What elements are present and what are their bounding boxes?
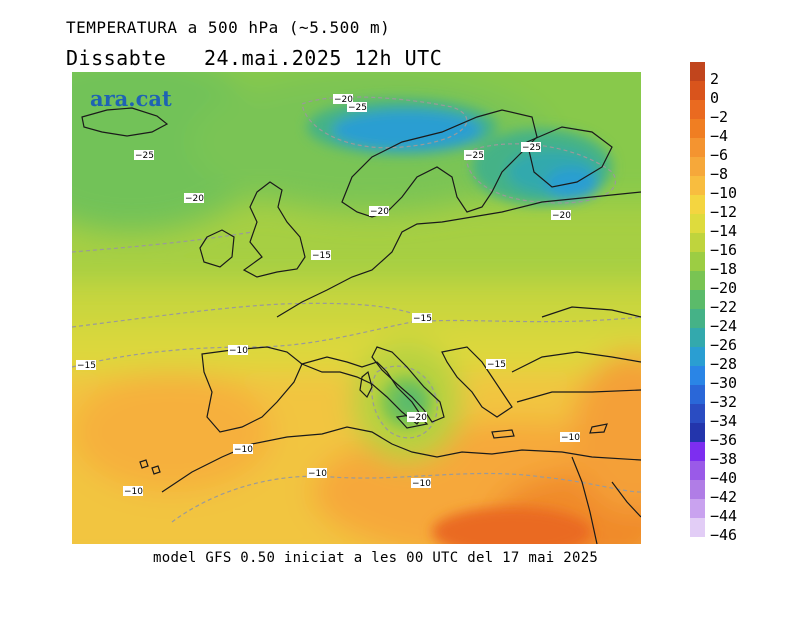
contour-label: −10 xyxy=(229,346,248,356)
contour-label-bg xyxy=(333,94,353,104)
legend-swatch xyxy=(690,518,705,537)
legend-label: −34 xyxy=(710,412,738,430)
legend-label: −36 xyxy=(710,431,738,449)
contour-label: −20 xyxy=(334,95,353,105)
contour-label-bg xyxy=(311,250,331,260)
legend-swatch xyxy=(690,157,705,176)
legend-label: 2 xyxy=(710,70,720,88)
legend-label: −40 xyxy=(710,469,738,487)
temperature-field: −20−25−25−20−25−25−20−20−15−15−10−15−15−… xyxy=(72,72,641,544)
contour-label-bg xyxy=(307,468,327,478)
contour-label-bg xyxy=(76,360,96,370)
contour-label-bg xyxy=(184,193,204,203)
legend-swatch xyxy=(690,100,705,119)
contour-label: −10 xyxy=(234,445,253,455)
legend-swatch xyxy=(690,214,705,233)
contour-label-bg xyxy=(486,359,506,369)
legend-swatch xyxy=(690,499,705,518)
legend-label: −38 xyxy=(710,450,738,468)
legend-label: −44 xyxy=(710,507,738,525)
contour-label-bg xyxy=(233,444,253,454)
contour-labels: −20−25−25−20−25−25−20−20−15−15−10−15−15−… xyxy=(76,94,580,497)
map-canvas: −20−25−25−20−25−25−20−20−15−15−10−15−15−… xyxy=(72,72,641,544)
isotherm-lines xyxy=(72,96,641,523)
map-title: TEMPERATURA a 500 hPa (~5.500 m) xyxy=(66,18,391,37)
legend-swatch xyxy=(690,480,705,499)
contour-label-bg xyxy=(347,102,367,112)
legend-swatch xyxy=(690,138,705,157)
legend-label: −30 xyxy=(710,374,738,392)
contour-label: −10 xyxy=(308,469,327,479)
legend-swatch xyxy=(690,252,705,271)
contour-label: −10 xyxy=(561,433,580,443)
legend-label: −42 xyxy=(710,488,738,506)
legend-label: 0 xyxy=(710,89,720,107)
contour-label: −20 xyxy=(370,207,389,217)
legend-label: −32 xyxy=(710,393,738,411)
contour-label: −15 xyxy=(413,314,432,324)
contour-label-bg xyxy=(134,150,154,160)
legend-label: −4 xyxy=(710,127,729,145)
legend-label: −10 xyxy=(710,184,738,202)
legend-label: −22 xyxy=(710,298,738,316)
legend-label: −16 xyxy=(710,241,738,259)
legend-swatch xyxy=(690,195,705,214)
contour-label-bg xyxy=(551,210,571,220)
contour-label-bg xyxy=(412,313,432,323)
contour-label-bg xyxy=(521,142,541,152)
contour-label: −10 xyxy=(124,487,143,497)
legend-swatch xyxy=(690,366,705,385)
legend-swatch xyxy=(690,461,705,480)
legend-label: −6 xyxy=(710,146,729,164)
contour-label: −15 xyxy=(77,361,96,371)
contour-label: −25 xyxy=(522,143,541,153)
legend-swatch xyxy=(690,176,705,195)
legend-swatch xyxy=(690,385,705,404)
legend-swatch xyxy=(690,119,705,138)
contour-label-bg xyxy=(411,478,431,488)
contour-label-bg xyxy=(228,345,248,355)
contour-label: −15 xyxy=(487,360,506,370)
legend-swatch xyxy=(690,62,705,81)
legend-swatch xyxy=(690,290,705,309)
contour-label-bg xyxy=(464,150,484,160)
legend-label: −14 xyxy=(710,222,738,240)
legend-label: −26 xyxy=(710,336,738,354)
model-run-note: model GFS 0.50 iniciat a les 00 UTC del … xyxy=(153,550,599,566)
legend-label: −8 xyxy=(710,165,729,183)
contour-label: −15 xyxy=(312,251,331,261)
contour-label-bg xyxy=(560,432,580,442)
legend-label: −18 xyxy=(710,260,738,278)
legend-swatch xyxy=(690,309,705,328)
contour-label: −25 xyxy=(465,151,484,161)
legend-label: −28 xyxy=(710,355,738,373)
legend-swatch xyxy=(690,233,705,252)
temperature-color-legend: 2 0 −2 −4 −6 −8 −10 −12 −14 −16 −18 −20 −22 −24 −26 −28… xyxy=(690,62,737,543)
contour-label-bg xyxy=(123,486,143,496)
contour-label-bg xyxy=(407,412,427,422)
temperature-map: −20 −25 −25 −20 −25 −25 −20 −20 −15 −15 −10 −15 −15−… xyxy=(72,72,641,544)
legend-label: −20 xyxy=(710,279,738,297)
legend-swatch xyxy=(690,328,705,347)
legend-swatch xyxy=(690,442,705,461)
contour-label-bg xyxy=(369,206,389,216)
legend-swatch xyxy=(690,404,705,423)
legend-swatch xyxy=(690,271,705,290)
contour-label: −25 xyxy=(348,103,367,113)
ara-cat-logo: ara.cat xyxy=(90,86,172,111)
legend-label: −12 xyxy=(710,203,738,221)
legend-swatch xyxy=(690,423,705,442)
legend-label: −2 xyxy=(710,108,729,126)
contour-label: −10 xyxy=(412,479,431,489)
map-subtitle-datetime: Dissabte 24.mai.2025 12h UTC xyxy=(66,46,443,70)
contour-label: −20 xyxy=(185,194,204,204)
contour-label: −20 xyxy=(552,211,571,221)
legend-label: −46 xyxy=(710,526,738,544)
legend-swatch xyxy=(690,347,705,366)
contour-label: −25 xyxy=(135,151,154,161)
legend-swatch xyxy=(690,81,705,100)
contour-label: −20 xyxy=(408,413,427,423)
legend-label: −24 xyxy=(710,317,738,335)
